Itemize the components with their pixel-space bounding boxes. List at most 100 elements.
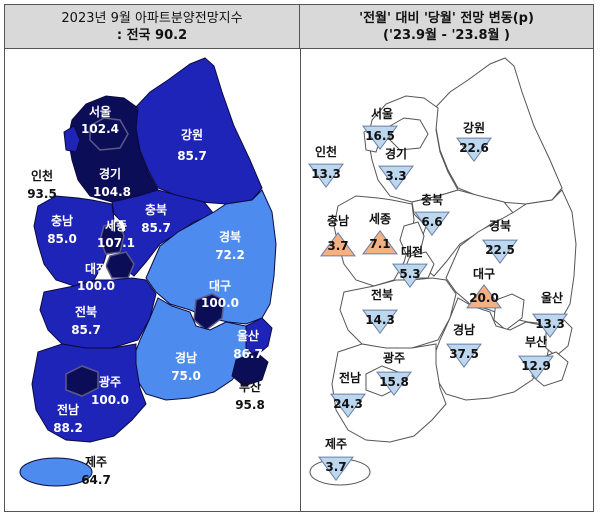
change-value-gyeonggi: 3.3	[385, 169, 406, 183]
change-name-gwangju: 광주	[383, 350, 405, 365]
right-title-line2: ('23.9월 - '23.8월 )	[383, 27, 510, 43]
left-title-line2: : 전국 90.2	[116, 27, 188, 43]
right-title-line1: '전월' 대비 '당월' 전망 변동(p)	[359, 10, 534, 26]
left-title-line1: 2023년 9월 아파트분양전망지수	[61, 10, 243, 26]
label-gyeongnam-name: 경남	[175, 350, 197, 365]
label-gyeongbuk-value: 72.2	[215, 248, 245, 262]
change-value-gyeongbuk: 22.5	[485, 243, 515, 257]
change-marker-down	[362, 309, 398, 335]
label-incheon-name: 인천	[31, 168, 53, 183]
change-value-jeonbuk: 14.3	[365, 313, 395, 327]
change-value-incheon: 13.3	[311, 167, 341, 181]
change-name-gyeongbuk: 경북	[489, 219, 511, 233]
change-name-chungnam: 충남	[327, 213, 349, 228]
label-sejong-name: 세종	[105, 218, 127, 233]
change-value-sejong: 7.1	[369, 237, 390, 251]
label-chungbuk-name: 충북	[145, 202, 167, 217]
change-name-jeonnam: 전남	[339, 370, 361, 385]
label-incheon-value: 93.5	[27, 187, 57, 201]
outline-gyeongbuk	[445, 189, 577, 325]
label-jeju-value: 64.7	[81, 473, 111, 487]
label-gyeonggi-name: 경기	[99, 166, 121, 181]
label-jeonbuk-value: 85.7	[71, 323, 101, 337]
outline-gangwon	[434, 57, 563, 205]
change-value-jeju: 3.7	[325, 460, 346, 474]
outline-sejong	[399, 221, 425, 255]
label-gwangju-value: 100.0	[91, 393, 129, 407]
region-busan	[231, 351, 269, 387]
change-name-incheon: 인천	[315, 144, 337, 159]
outline-jeonbuk	[339, 277, 457, 349]
change-name-gyeongnam: 경남	[453, 322, 475, 337]
label-gyeongnam-value: 75.0	[171, 369, 201, 383]
label-seoul-name: 서울	[89, 104, 111, 119]
label-chungnam-value: 85.0	[47, 232, 77, 246]
label-jeonbuk-name: 전북	[75, 304, 97, 319]
label-gangwon-name: 강원	[181, 128, 203, 142]
change-marker-down	[362, 125, 398, 151]
label-sejong-value: 107.1	[97, 236, 135, 250]
change-marker-down	[318, 456, 354, 482]
change-name-chungbuk: 충북	[421, 192, 443, 207]
region-gwangju	[65, 365, 99, 397]
change-value-ulsan: 13.3	[535, 317, 565, 331]
region-daegu	[193, 293, 225, 331]
change-value-seoul: 16.5	[365, 129, 395, 143]
change-name-daejeon: 대전	[401, 244, 423, 259]
label-chungnam-name: 충남	[51, 213, 73, 228]
label-jeonnam-value: 88.2	[53, 421, 83, 435]
left-panel-header: 2023년 9월 아파트분양전망지수 : 전국 90.2	[5, 5, 300, 49]
outline-seoul	[389, 117, 429, 151]
change-marker-down	[376, 371, 412, 397]
change-marker-up	[362, 229, 398, 255]
change-name-gyeonggi: 경기	[385, 146, 407, 161]
change-name-jeju: 제주	[325, 437, 347, 451]
change-marker-down	[446, 343, 482, 369]
label-gwangju-name: 광주	[99, 374, 121, 389]
right-change-map: 서울 16.5 강원 22.6 인천 13.3 경기 3.3 충북 6.6 충남…	[308, 57, 577, 486]
change-name-seoul: 서울	[371, 106, 393, 121]
comparison-table-frame: 2023년 9월 아파트분양전망지수 : 전국 90.2 '전월' 대비 '당월…	[4, 4, 594, 512]
label-gyeonggi-value: 104.8	[93, 185, 131, 199]
panel-divider	[300, 49, 301, 511]
change-value-gangwon: 22.6	[459, 141, 489, 155]
change-value-gwangju: 15.8	[379, 375, 409, 389]
region-jeju	[19, 457, 93, 487]
change-value-chungnam: 3.7	[327, 239, 348, 253]
change-name-sejong: 세종	[369, 211, 391, 226]
change-marker-down	[532, 313, 568, 339]
label-busan-name: 부산	[239, 379, 261, 394]
change-name-ulsan: 울산	[541, 290, 563, 305]
region-sejong	[99, 221, 125, 255]
label-gangwon-value: 85.7	[177, 149, 207, 163]
label-gyeongbuk-name: 경북	[219, 230, 241, 244]
change-value-chungbuk: 6.6	[421, 215, 442, 229]
change-name-gangwon: 강원	[463, 121, 485, 135]
change-name-daegu: 대구	[473, 267, 495, 281]
label-seoul-value: 102.4	[81, 122, 119, 136]
region-chungnam	[33, 195, 115, 287]
change-marker-down	[308, 163, 344, 189]
change-marker-up	[466, 283, 502, 309]
change-marker-down	[482, 239, 518, 265]
change-marker-down	[518, 355, 554, 381]
label-jeju-name: 제주	[85, 455, 107, 469]
label-ulsan-value: 86.7	[233, 347, 263, 361]
right-panel-header: '전월' 대비 '당월' 전망 변동(p) ('23.9월 - '23.8월 )	[300, 5, 593, 49]
outline-daegu	[493, 293, 525, 331]
change-value-busan: 12.9	[521, 359, 551, 373]
left-index-map: 서울 102.4 강원 85.7 경기 104.8 충남 85.0 세종 107…	[19, 57, 277, 487]
region-seoul	[89, 117, 129, 151]
label-daejeon-value: 100.0	[77, 279, 115, 293]
label-daegu-value: 100.0	[201, 296, 239, 310]
change-name-jeonbuk: 전북	[371, 287, 393, 302]
region-gangwon	[134, 57, 263, 205]
label-busan-value: 95.8	[235, 398, 265, 412]
label-daegu-name: 대구	[209, 279, 231, 293]
region-gyeongbuk	[145, 189, 277, 325]
change-marker-down	[456, 137, 492, 163]
change-value-gyeongnam: 37.5	[449, 347, 479, 361]
change-marker-up	[320, 231, 356, 257]
label-chungbuk-value: 85.7	[141, 221, 171, 235]
change-marker-down	[414, 211, 450, 237]
